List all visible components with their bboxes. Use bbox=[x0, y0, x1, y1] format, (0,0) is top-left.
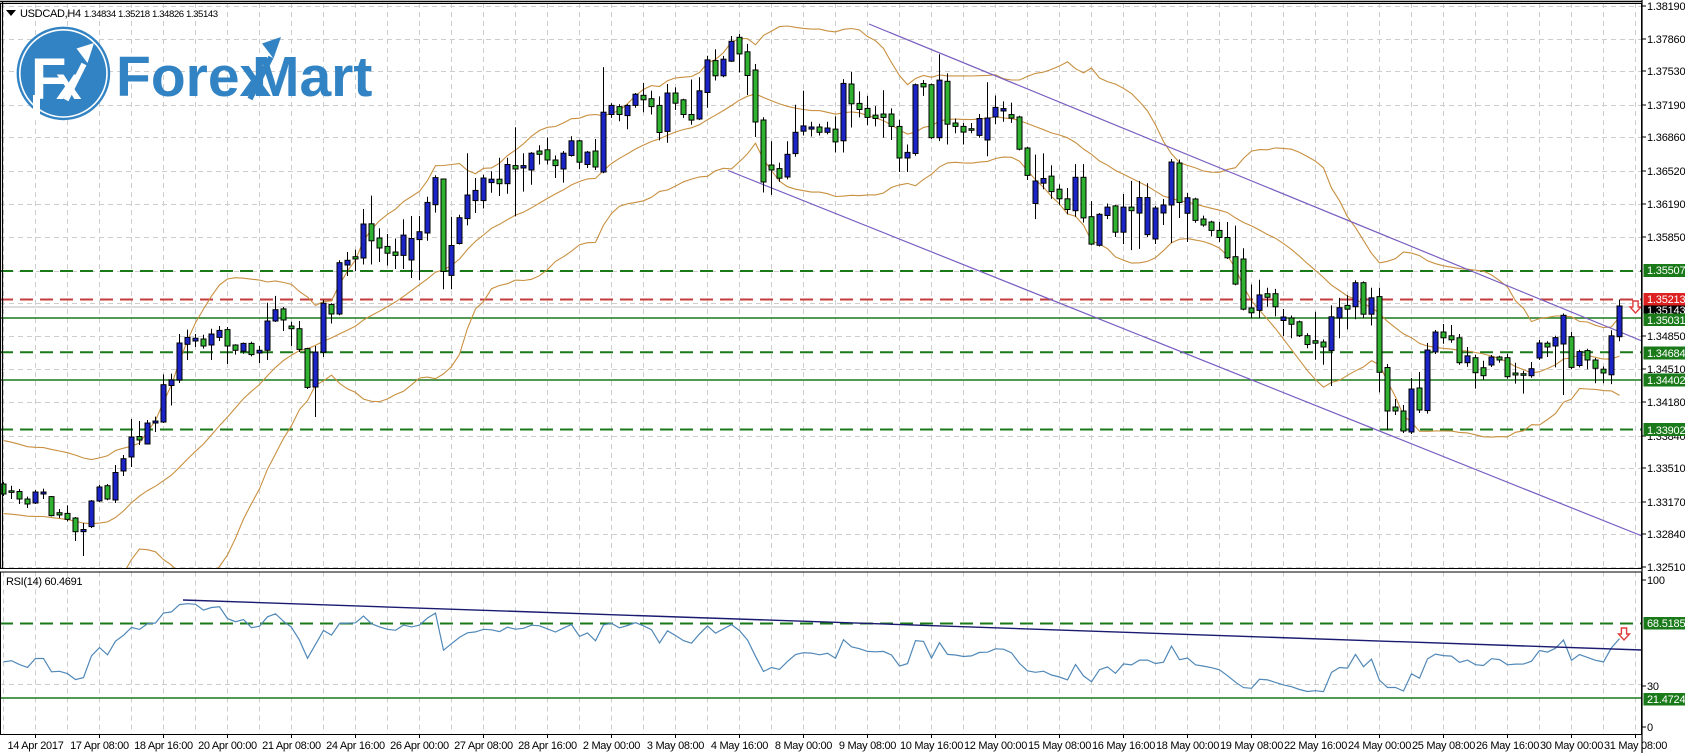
svg-text:RSI(14) 60.4691: RSI(14) 60.4691 bbox=[6, 576, 82, 588]
svg-text:16 May 16:00: 16 May 16:00 bbox=[1092, 740, 1155, 752]
svg-text:21 Apr 08:00: 21 Apr 08:00 bbox=[262, 740, 321, 752]
svg-text:1.37530: 1.37530 bbox=[1647, 66, 1685, 78]
svg-text:1.37190: 1.37190 bbox=[1647, 100, 1685, 112]
svg-text:9 May 08:00: 9 May 08:00 bbox=[839, 740, 896, 752]
svg-text:19 May 08:00: 19 May 08:00 bbox=[1220, 740, 1283, 752]
svg-text:26 Apr 00:00: 26 Apr 00:00 bbox=[390, 740, 449, 752]
svg-text:1.34684: 1.34684 bbox=[1647, 348, 1685, 360]
svg-text:30 May 00:00: 30 May 00:00 bbox=[1540, 740, 1603, 752]
svg-text:1.36860: 1.36860 bbox=[1647, 132, 1685, 144]
svg-text:USDCAD,H4: USDCAD,H4 bbox=[20, 8, 81, 20]
svg-text:30: 30 bbox=[1647, 681, 1659, 693]
svg-text:8 May 00:00: 8 May 00:00 bbox=[775, 740, 832, 752]
svg-text:1.34834 1.35218 1.34826 1.3514: 1.34834 1.35218 1.34826 1.35143 bbox=[84, 9, 218, 20]
svg-text:22 May 16:00: 22 May 16:00 bbox=[1284, 740, 1347, 752]
svg-text:14 Apr 2017: 14 Apr 2017 bbox=[7, 740, 63, 752]
svg-text:25 May 08:00: 25 May 08:00 bbox=[1412, 740, 1475, 752]
svg-text:26 May 16:00: 26 May 16:00 bbox=[1476, 740, 1539, 752]
svg-text:1.34402: 1.34402 bbox=[1647, 375, 1685, 387]
svg-text:1.38190: 1.38190 bbox=[1647, 1, 1685, 13]
svg-text:1.35031: 1.35031 bbox=[1647, 315, 1685, 327]
svg-text:100: 100 bbox=[1647, 575, 1665, 587]
svg-text:1.32840: 1.32840 bbox=[1647, 529, 1685, 541]
svg-text:1.34850: 1.34850 bbox=[1647, 331, 1685, 343]
svg-text:1.35507: 1.35507 bbox=[1647, 265, 1685, 277]
svg-text:31 May 08:00: 31 May 08:00 bbox=[1604, 740, 1667, 752]
svg-text:1.34510: 1.34510 bbox=[1647, 364, 1685, 376]
svg-text:10 May 16:00: 10 May 16:00 bbox=[900, 740, 963, 752]
svg-text:Mart: Mart bbox=[252, 45, 372, 109]
svg-text:17 Apr 08:00: 17 Apr 08:00 bbox=[70, 740, 129, 752]
svg-text:Forex: Forex bbox=[116, 45, 272, 109]
svg-text:18 May 00:00: 18 May 00:00 bbox=[1156, 740, 1219, 752]
svg-text:27 Apr 08:00: 27 Apr 08:00 bbox=[454, 740, 513, 752]
svg-text:68.5185: 68.5185 bbox=[1647, 618, 1685, 630]
svg-text:1.32510: 1.32510 bbox=[1647, 562, 1685, 574]
svg-text:1.36520: 1.36520 bbox=[1647, 166, 1685, 178]
svg-text:21.4724: 21.4724 bbox=[1647, 694, 1685, 706]
svg-text:1.36190: 1.36190 bbox=[1647, 199, 1685, 211]
svg-text:24 May 00:00: 24 May 00:00 bbox=[1348, 740, 1411, 752]
svg-text:12 May 00:00: 12 May 00:00 bbox=[964, 740, 1027, 752]
svg-text:20 Apr 00:00: 20 Apr 00:00 bbox=[198, 740, 257, 752]
svg-text:15 May 08:00: 15 May 08:00 bbox=[1028, 740, 1091, 752]
svg-text:24 Apr 16:00: 24 Apr 16:00 bbox=[326, 740, 385, 752]
svg-text:1.35213: 1.35213 bbox=[1647, 294, 1685, 306]
svg-text:1.37860: 1.37860 bbox=[1647, 34, 1685, 46]
svg-text:3 May 08:00: 3 May 08:00 bbox=[647, 740, 704, 752]
svg-text:1.33902: 1.33902 bbox=[1647, 425, 1685, 437]
svg-text:x: x bbox=[56, 57, 82, 109]
svg-text:1.33170: 1.33170 bbox=[1647, 497, 1685, 509]
svg-text:18 Apr 16:00: 18 Apr 16:00 bbox=[134, 740, 193, 752]
svg-text:0: 0 bbox=[1647, 722, 1653, 734]
svg-text:1.35850: 1.35850 bbox=[1647, 232, 1685, 244]
svg-text:28 Apr 16:00: 28 Apr 16:00 bbox=[518, 740, 577, 752]
svg-text:4 May 16:00: 4 May 16:00 bbox=[711, 740, 768, 752]
svg-text:1.34180: 1.34180 bbox=[1647, 397, 1685, 409]
svg-text:2 May 00:00: 2 May 00:00 bbox=[583, 740, 640, 752]
svg-text:1.33510: 1.33510 bbox=[1647, 463, 1685, 475]
